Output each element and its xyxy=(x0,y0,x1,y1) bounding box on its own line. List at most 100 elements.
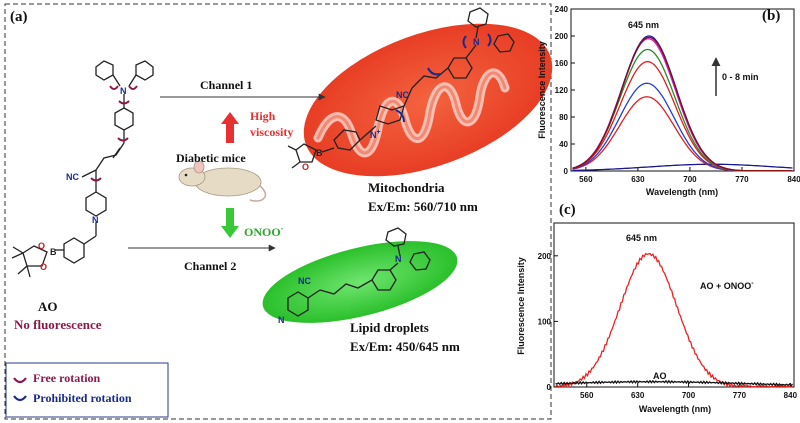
panel-b-ylabel: Fluorescence Intensity xyxy=(537,41,547,139)
panel-a-frame xyxy=(4,3,552,420)
mito-molecule xyxy=(287,7,515,169)
panel-c-ytick-label: 100 xyxy=(538,317,552,326)
ao-o2-label: O xyxy=(40,262,47,272)
panel-c-ytick-label: 200 xyxy=(538,252,552,261)
panel-c-series-line-1 xyxy=(555,379,794,387)
prohibited-rotation-mark xyxy=(487,33,492,47)
bond xyxy=(359,125,377,141)
mito-body xyxy=(303,23,553,177)
lipid-cn-label: NC xyxy=(298,276,311,286)
panel-b-ytick-label: 40 xyxy=(559,140,568,149)
bond xyxy=(389,262,399,271)
mito-cn-label: NC xyxy=(396,90,409,100)
panel-b-ytick-label: 80 xyxy=(559,113,568,122)
series-red-text: AO + ONOO xyxy=(700,281,751,291)
mouse-eye xyxy=(184,173,188,177)
panel-c-series-line-0 xyxy=(555,252,793,388)
bond xyxy=(12,246,24,254)
mito-prohibited-marks xyxy=(395,33,492,123)
prohibited-rotation-mark xyxy=(395,109,405,123)
mito-nplus-sign: + xyxy=(377,129,381,136)
bond xyxy=(307,289,321,299)
mito-mol-phenyl1 xyxy=(467,7,489,28)
panel-b-peak-label: 645 nm xyxy=(628,20,659,30)
bond xyxy=(287,145,297,151)
bond xyxy=(11,252,24,259)
panel-c-ytick-label: 0 xyxy=(547,383,552,392)
panel-b-ytick-label: 120 xyxy=(555,86,569,95)
panel-c-xtick-label: 560 xyxy=(580,391,594,400)
panel-c-xtick-label: 840 xyxy=(784,391,798,400)
lipid-mol-diene xyxy=(319,279,373,295)
free-rotation-mark xyxy=(118,100,130,105)
onoo-label: ONOO- xyxy=(244,224,284,239)
ao-pinacol-ring xyxy=(22,245,48,267)
mouse-illustration xyxy=(178,160,267,202)
lipid-droplet xyxy=(262,241,458,323)
panel-c-xtick-label: 770 xyxy=(733,391,747,400)
bond xyxy=(291,161,301,169)
panel-b-series-line-5 xyxy=(572,38,793,172)
panel-c-yticks: 0 100 200 xyxy=(538,252,558,392)
panel-b-series-line-7 xyxy=(572,36,793,172)
lipid-molecule xyxy=(287,227,431,317)
ao-n-label: N xyxy=(120,86,127,96)
bond xyxy=(403,87,413,107)
lipid-molecule-atoms: N NC N xyxy=(278,254,402,325)
panel-a: (a) xyxy=(4,3,553,420)
mito-mol-pinacol xyxy=(295,143,317,163)
prohibited-rotation-mark xyxy=(427,67,441,76)
panel-b-ytick-label: 160 xyxy=(555,59,569,68)
free-rotation-mark xyxy=(90,177,102,182)
ao-phenylene xyxy=(114,107,134,131)
panel-b-plot-frame xyxy=(570,8,795,172)
panel-b-series-line-6 xyxy=(572,35,793,172)
onoo-superscript: - xyxy=(281,224,284,233)
mito-o-label: O xyxy=(302,162,309,172)
lipid-n-label: N xyxy=(395,254,402,264)
ao-o1-label: O xyxy=(38,241,45,251)
viscosity-label: viscosity xyxy=(250,125,293,139)
ao-atoms: N NC N B O O xyxy=(38,86,127,272)
lipid-mol-phenyl2 xyxy=(409,251,431,271)
panel-b-yticks: 0 40 80 120 160 200 240 xyxy=(555,5,575,176)
ao-b-label: B xyxy=(50,247,57,257)
bond xyxy=(321,147,335,153)
ao-phenyl-left xyxy=(95,60,114,81)
panel-b-xtick-label: 630 xyxy=(631,175,645,184)
panel-b-series-line-2 xyxy=(572,82,793,172)
panel-b-ytick-label: 200 xyxy=(555,32,569,41)
panel-c: (c) 0 100 200 560 630 700 770 840 Fluorescence… xyxy=(516,202,798,414)
channel2-label: Channel 2 xyxy=(184,259,236,273)
bond xyxy=(475,26,479,39)
free-rotation-mark xyxy=(117,137,129,142)
series-red-sup: - xyxy=(751,280,754,287)
mito-cristae-inner xyxy=(316,71,507,155)
high-viscosity-arrow xyxy=(221,112,239,143)
mito-mol-phenylene xyxy=(447,57,473,79)
panel-c-ylabel: Fluorescence Intensity xyxy=(516,257,526,355)
rotation-legend: Free rotation Prohibited rotation xyxy=(5,362,169,418)
probe-note: No fluorescence xyxy=(14,317,102,332)
panel-b-xlabel: Wavelength (nm) xyxy=(646,187,718,197)
panel-b-series-line-0 xyxy=(572,163,793,172)
mito-b-label: B xyxy=(316,148,323,158)
panel-b-label: (b) xyxy=(762,8,780,24)
bond xyxy=(17,265,28,275)
panel-c-label: (c) xyxy=(559,202,576,218)
panel-c-xlabel: Wavelength (nm) xyxy=(639,404,711,414)
mouse-tail xyxy=(249,185,267,202)
panel-a-label: (a) xyxy=(10,9,28,25)
prohibited-rotation-mark xyxy=(462,35,467,49)
lipid-label: Lipid droplets xyxy=(350,320,429,335)
mito-molecule-atoms: N NC N+ B O xyxy=(302,37,480,172)
mito-nplus-n: N xyxy=(370,130,377,140)
ao-nplus-label: N xyxy=(92,215,99,225)
ao-rotation-marks xyxy=(90,85,138,182)
free-rotation-mark xyxy=(109,85,119,90)
panel-c-xtick-label: 630 xyxy=(631,391,645,400)
mito-label: Mitochondria xyxy=(368,180,445,195)
panel-b-xtick-label: 770 xyxy=(735,175,749,184)
bond xyxy=(83,235,97,245)
